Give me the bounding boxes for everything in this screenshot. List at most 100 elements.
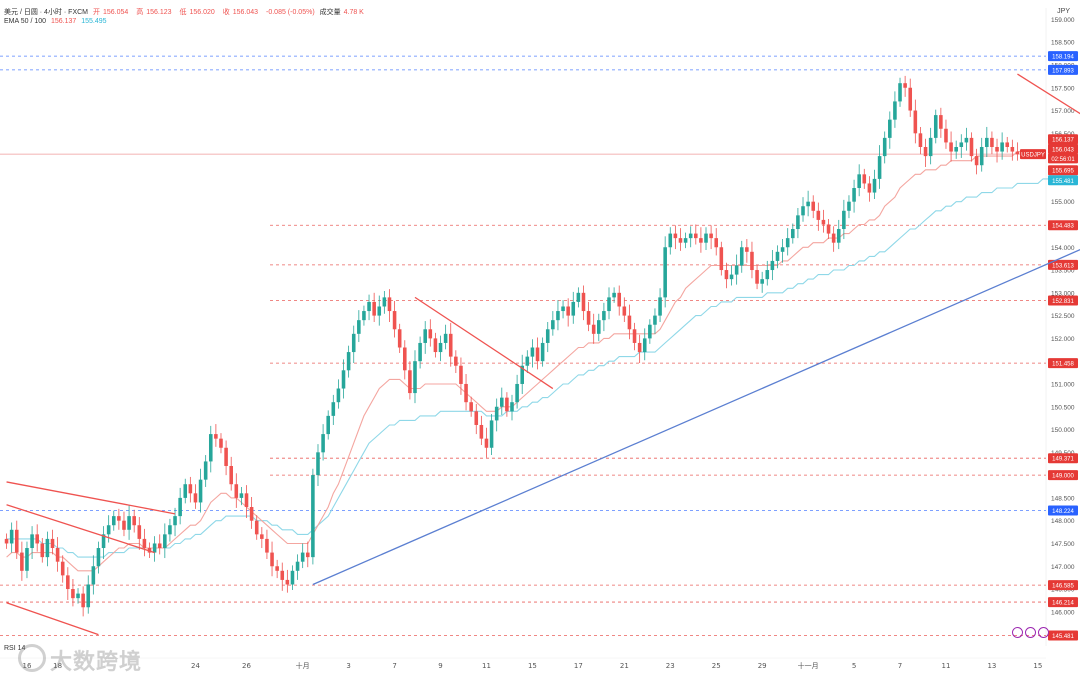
- candle-body: [367, 301, 371, 312]
- x-tick-label: 26: [242, 662, 251, 670]
- symbol-label: 美元 / 日圆 · 4小时 · FXCM: [4, 9, 88, 16]
- candle-body: [811, 201, 816, 211]
- candle-body: [745, 247, 749, 252]
- candle-body: [489, 420, 494, 448]
- candle-body: [14, 529, 19, 553]
- candle-body: [9, 529, 14, 544]
- candle-body: [362, 311, 366, 321]
- candle-body: [30, 534, 34, 549]
- candle-body: [785, 238, 790, 248]
- candle-body: [591, 324, 596, 334]
- y-tick-label: 152.000: [1051, 336, 1075, 343]
- candle-body: [500, 397, 504, 407]
- candle-body: [729, 274, 734, 280]
- level-tag: [1048, 259, 1078, 270]
- candle-body: [341, 370, 346, 389]
- calendar-icon[interactable]: [1025, 627, 1036, 638]
- candle-body: [561, 306, 565, 312]
- x-tick-label: 十月: [296, 661, 310, 670]
- price-tag: [1048, 134, 1078, 145]
- level-tag: [1048, 505, 1078, 516]
- x-tick-label: 17: [574, 662, 583, 670]
- candle-body: [888, 119, 892, 138]
- candle-body: [321, 434, 325, 453]
- price-tag: [1048, 175, 1078, 186]
- candle-body: [913, 110, 918, 134]
- candle-body: [346, 352, 351, 371]
- y-tick-label: 148.000: [1051, 518, 1075, 525]
- flag-icon[interactable]: [1012, 627, 1023, 638]
- candle-body: [540, 342, 545, 362]
- candle-body: [234, 484, 239, 498]
- candle-body: [535, 347, 540, 362]
- alert-icon[interactable]: [1038, 627, 1049, 638]
- candle-body: [295, 561, 300, 571]
- candle-body: [418, 342, 422, 362]
- candle-body: [122, 520, 126, 530]
- candle-body: [265, 538, 269, 553]
- candle-body: [545, 329, 550, 343]
- level-tag: [1048, 630, 1078, 641]
- candle-body: [106, 525, 111, 535]
- currency-label: JPY: [1057, 8, 1070, 15]
- candle-body: [203, 461, 208, 480]
- candle-body: [505, 397, 509, 412]
- candle-body: [260, 534, 264, 539]
- candle-body: [372, 301, 376, 316]
- candle-body: [979, 146, 984, 166]
- y-tick-label: 150.000: [1051, 427, 1075, 434]
- candle-body: [244, 493, 249, 508]
- y-tick-label: 147.000: [1051, 564, 1075, 571]
- y-tick-label: 154.000: [1051, 245, 1075, 252]
- candle-body: [193, 493, 198, 503]
- candle-body: [995, 146, 999, 152]
- candle-body: [739, 247, 744, 266]
- candle-body: [254, 520, 259, 535]
- candle-body: [939, 115, 943, 129]
- candle-body: [1000, 142, 1004, 152]
- candle-body: [673, 233, 678, 239]
- candle-body: [157, 543, 162, 549]
- candle-body: [316, 452, 320, 476]
- candle-body: [571, 301, 576, 316]
- candle-body: [852, 188, 856, 202]
- candle-body: [566, 306, 570, 316]
- candle-body: [806, 201, 810, 207]
- high-value: 156.123: [146, 9, 172, 16]
- candle-body: [576, 292, 581, 302]
- candle-body: [66, 575, 70, 590]
- candle-body: [949, 142, 953, 152]
- candle-body: [464, 383, 468, 403]
- candle-body: [214, 434, 218, 439]
- candle-body: [791, 229, 795, 239]
- candle-body: [816, 210, 821, 220]
- ema100-line: [6, 178, 1059, 558]
- price-tag: [1048, 165, 1078, 176]
- candle-body: [408, 370, 412, 394]
- candle-body: [658, 297, 662, 316]
- trend-line-ascending-support: [312, 249, 1080, 586]
- candle-body: [520, 365, 524, 384]
- level-tag: [1048, 597, 1078, 608]
- candle-body: [648, 324, 652, 339]
- candle-body: [397, 329, 402, 348]
- candle-body: [137, 525, 142, 539]
- candle-body: [627, 315, 632, 330]
- candle-body: [275, 566, 279, 571]
- x-tick-label: 15: [1033, 662, 1042, 670]
- chart-nav-icons[interactable]: [1012, 625, 1051, 643]
- x-tick-label: 3: [346, 662, 350, 670]
- x-tick-label: 29: [758, 662, 767, 670]
- candle-body: [826, 224, 831, 234]
- candle-body: [229, 465, 233, 485]
- candle-body: [898, 83, 902, 102]
- candle-body: [239, 493, 244, 498]
- candle-body: [821, 219, 826, 225]
- candle-body: [20, 552, 24, 571]
- level-tag-label: 157.893: [1052, 68, 1074, 74]
- price-tag-label: 155.695: [1052, 169, 1074, 175]
- x-tick-label: 24: [191, 662, 200, 670]
- level-tag-label: 149.371: [1052, 457, 1074, 463]
- price-tag-label: 155.481: [1052, 179, 1074, 185]
